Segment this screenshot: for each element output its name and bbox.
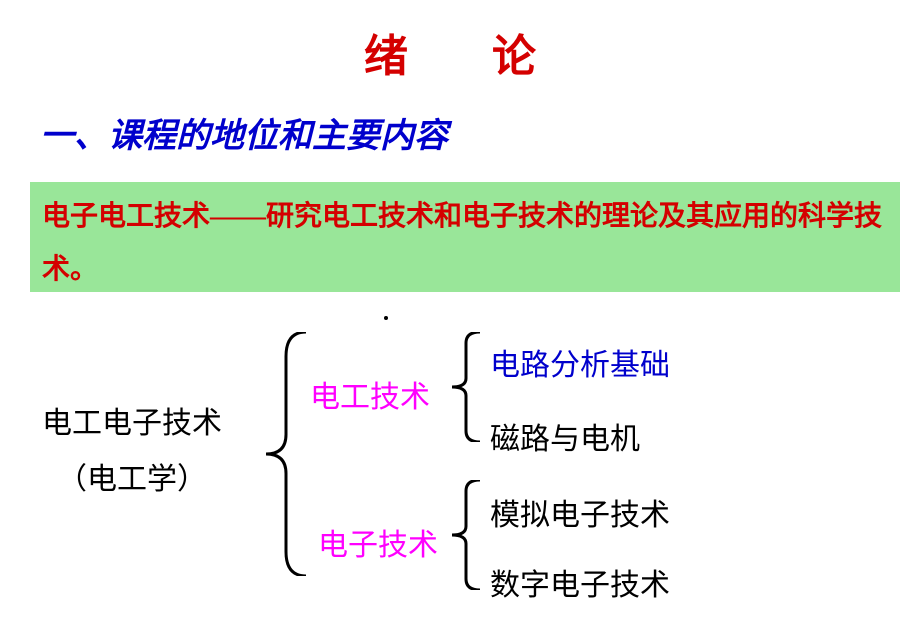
definition-box: 电子电工技术——研究电工技术和电子技术的理论及其应用的科学技术。 — [30, 182, 900, 292]
tree-leaf-4: 数字电子技术 — [490, 558, 670, 614]
tree-root-line1: 电工电子技术 — [42, 396, 222, 452]
tree-root-line2: （电工学） — [42, 452, 222, 508]
section-heading: 一、课程的地位和主要内容 — [40, 108, 448, 157]
brace-large — [266, 332, 306, 576]
tree-leaf-1: 电路分析基础 — [490, 338, 670, 394]
tree-mid-1: 电工技术 — [310, 370, 430, 426]
tree-root: 电工电子技术 （电工学） — [42, 396, 222, 507]
page-title: 绪 论 — [0, 0, 920, 84]
tree-leaf-2: 磁路与电机 — [490, 412, 640, 468]
brace-small-bottom — [452, 480, 480, 590]
brace-small-top — [452, 332, 480, 442]
dot-mark — [384, 316, 388, 320]
tree-mid-2: 电子技术 — [318, 518, 438, 574]
tree-leaf-3: 模拟电子技术 — [490, 488, 670, 544]
